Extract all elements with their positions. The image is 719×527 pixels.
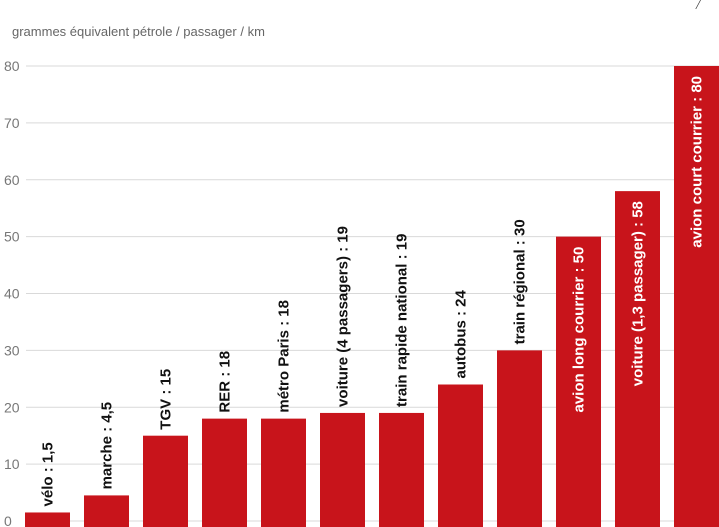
bar-9 [556, 236, 601, 527]
bar-6 [379, 412, 424, 527]
y-tick-label: 70 [4, 115, 20, 131]
bar-label-10: voiture (1,3 passager) : 58 [630, 201, 647, 386]
bar-4 [261, 418, 306, 527]
bar-3 [202, 418, 247, 527]
bar-label-2: TGV : 15 [158, 369, 175, 430]
bar-0 [25, 512, 70, 527]
y-axis-label: grammes équivalent pétrole / passager / … [12, 24, 265, 39]
y-tick-label: 80 [4, 58, 20, 74]
y-tick-label: 40 [4, 286, 20, 302]
y-tick-label: 0 [4, 513, 12, 527]
bar-label-11: avion court courrier : 80 [689, 76, 706, 248]
y-tick-label: 10 [4, 456, 20, 472]
y-tick-label: 60 [4, 172, 20, 188]
corner-mark: / [695, 0, 701, 13]
y-tick-label: 20 [4, 399, 20, 415]
bar-label-0: vélo : 1,5 [40, 442, 57, 506]
y-tick-label: 50 [4, 229, 20, 245]
bar-label-6: train rapide national : 19 [394, 234, 411, 407]
y-tick-label: 30 [4, 342, 20, 358]
bar-1 [84, 495, 129, 527]
bar-label-4: métro Paris : 18 [276, 300, 293, 413]
bar-7 [438, 384, 483, 527]
bar-10 [615, 191, 660, 527]
bar-label-5: voiture (4 passagers) : 19 [335, 226, 352, 407]
bar-label-8: train régional : 30 [512, 219, 529, 344]
bar-8 [497, 350, 542, 527]
bar-label-1: marche : 4,5 [99, 402, 116, 490]
bar-label-9: avion long courrier : 50 [571, 247, 588, 413]
bar-11 [674, 66, 719, 527]
bar-label-3: RER : 18 [217, 351, 234, 413]
grid-lines [26, 65, 719, 522]
bar-5 [320, 412, 365, 527]
bar-label-7: autobus : 24 [453, 289, 470, 378]
bars [25, 66, 719, 527]
bar-2 [143, 435, 188, 527]
y-tick-labels: 0 10 20 30 40 50 60 70 80 [4, 58, 20, 527]
bar-labels: vélo : 1,5 marche : 4,5 TGV : 15 RER : 18 mé… [40, 76, 706, 506]
